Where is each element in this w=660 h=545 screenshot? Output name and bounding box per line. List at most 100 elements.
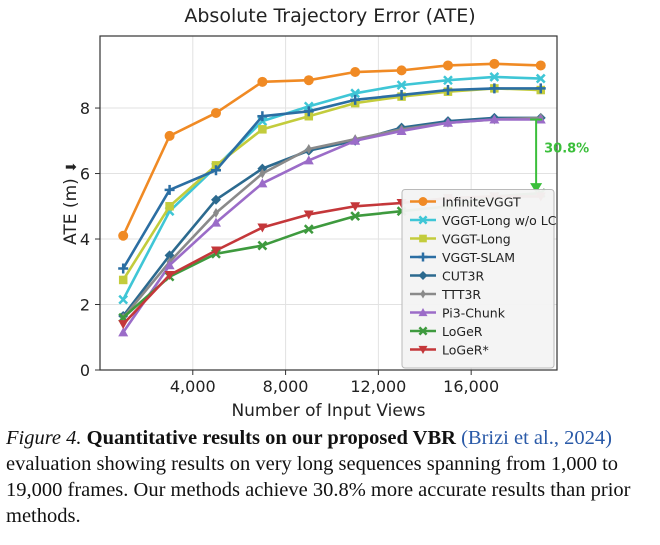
data-point <box>489 72 500 82</box>
data-point <box>350 202 361 212</box>
data-point <box>535 83 546 94</box>
data-point <box>350 135 361 145</box>
data-point <box>210 194 221 205</box>
legend: InfiniteVGGT VGGT-Long w/o LC VGGT-Long VGG… <box>401 189 557 369</box>
legend-item: VGGT-SLAM <box>410 250 515 265</box>
data-point <box>396 125 407 135</box>
legend-item: LoGeR <box>410 324 483 339</box>
y-tick-label: 6 <box>80 165 90 184</box>
series-vggt-slam <box>118 83 546 274</box>
data-point <box>164 271 175 281</box>
data-point <box>118 320 129 330</box>
data-point <box>303 75 314 86</box>
data-point <box>535 60 546 71</box>
legend-marker <box>418 215 428 225</box>
data-point <box>442 85 453 96</box>
legend-label: VGGT-Long <box>442 232 511 247</box>
caption-bold-text: Quantitative results on our proposed VBR <box>86 427 456 449</box>
legend-item: TTT3R <box>410 287 481 302</box>
data-point <box>118 263 129 274</box>
series-layer <box>118 58 546 337</box>
data-point <box>489 114 500 124</box>
data-point <box>118 275 128 285</box>
y-tick-label: 4 <box>80 230 90 249</box>
data-point <box>210 107 221 118</box>
data-point <box>164 260 175 270</box>
data-point <box>350 211 361 221</box>
plot-frame <box>99 35 558 371</box>
series-line <box>122 62 541 237</box>
caption-label: Figure 4. <box>6 427 82 449</box>
legend-label: Pi3-Chunk <box>442 306 506 321</box>
x-tick-label: 4,000 <box>170 377 216 396</box>
series-pi3-chunk <box>118 114 546 337</box>
series-line <box>122 87 541 270</box>
axes: 0 2 4 6 8 4,000 8,000 12,000 16,000 Number of Inp… <box>61 35 558 421</box>
data-point <box>396 80 407 91</box>
legend-label: LoGeR* <box>442 343 489 358</box>
legend-marker <box>420 289 426 299</box>
legend-label: VGGT-SLAM <box>442 250 515 265</box>
legend-marker <box>418 326 428 336</box>
data-point <box>396 65 407 76</box>
legend-item: CUT3R <box>410 269 484 284</box>
legend-marker <box>418 345 428 354</box>
y-tick-label: 2 <box>80 296 90 315</box>
x-tick-label: 8,000 <box>263 377 309 396</box>
x-tick-label: 12,000 <box>350 377 406 396</box>
legend-label: LoGeR <box>442 324 483 339</box>
figure-caption: Figure 4. Quantitative results on our pr… <box>6 425 656 529</box>
caption-citation[interactable]: (Brizi et al., 2024) <box>461 427 612 449</box>
data-point <box>210 165 221 176</box>
legend-label: TTT3R <box>441 287 481 302</box>
chart-title: Absolute Trajectory Error (ATE) <box>184 5 475 27</box>
data-point <box>257 223 268 233</box>
down-arrow-icon: ⬇ <box>64 161 80 173</box>
legend-marker <box>418 308 428 317</box>
data-point <box>118 230 129 241</box>
annotation-layer: 30.8% <box>530 118 589 194</box>
legend-marker <box>418 197 428 206</box>
data-point <box>303 224 314 235</box>
legend-item: InfiniteVGGT <box>410 195 521 210</box>
data-point <box>303 106 314 117</box>
legend-label: InfiniteVGGT <box>442 195 521 210</box>
data-point <box>259 168 266 179</box>
data-point <box>489 83 500 94</box>
data-point <box>257 178 268 188</box>
data-point <box>350 67 361 78</box>
x-axis-label: Number of Input Views <box>231 401 425 421</box>
legend-box <box>401 189 555 369</box>
data-point <box>350 94 361 105</box>
data-point <box>118 327 129 337</box>
y-tick-label: 0 <box>80 361 90 380</box>
data-point <box>164 184 175 195</box>
y-tick-label: 8 <box>80 99 90 118</box>
y-axis-label: ATE (m) ⬇ <box>61 161 81 245</box>
data-point <box>396 89 407 100</box>
series-line <box>122 116 541 317</box>
data-point <box>165 202 174 211</box>
legend-item: VGGT-Long <box>410 232 511 247</box>
data-point <box>442 60 453 71</box>
data-point <box>443 75 453 86</box>
data-point <box>118 294 129 305</box>
series-infinitevggt <box>118 58 546 241</box>
data-point <box>350 88 361 99</box>
data-point <box>442 117 453 127</box>
data-point <box>212 207 219 218</box>
ate-line-chart: Absolute Trajectory Error (ATE) 0 2 4 6 8 4,0… <box>61 5 589 421</box>
data-point <box>210 217 221 227</box>
legend-item: Pi3-Chunk <box>410 306 506 321</box>
x-tick-label: 16,000 <box>443 377 499 396</box>
legend-marker <box>418 271 428 280</box>
data-point <box>257 76 268 87</box>
annotation-arrowhead-icon <box>530 183 543 194</box>
data-point <box>210 246 221 256</box>
series-line <box>122 118 541 334</box>
legend-item: VGGT-Long w/o LC <box>410 213 557 228</box>
data-point <box>305 143 312 154</box>
data-point <box>257 240 268 251</box>
caption-body: evaluation showing results on very long … <box>6 453 631 527</box>
